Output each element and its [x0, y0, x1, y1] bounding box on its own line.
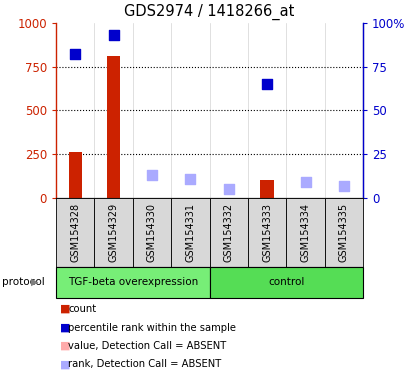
Text: control: control — [268, 277, 305, 287]
Point — [341, 182, 347, 189]
Text: ■: ■ — [60, 323, 71, 333]
Text: percentile rank within the sample: percentile rank within the sample — [68, 323, 237, 333]
Bar — [68, 152, 82, 198]
Point — [264, 81, 271, 87]
Bar — [325, 198, 363, 267]
Point — [187, 175, 194, 182]
Text: GSM154333: GSM154333 — [262, 203, 272, 262]
Text: count: count — [68, 304, 97, 314]
Text: ■: ■ — [60, 341, 71, 351]
Point — [149, 172, 155, 178]
Bar — [56, 267, 210, 298]
Text: ■: ■ — [60, 359, 71, 369]
Text: GSM154332: GSM154332 — [224, 203, 234, 262]
Bar — [286, 198, 325, 267]
Point — [302, 179, 309, 185]
Text: GSM154328: GSM154328 — [70, 203, 80, 262]
Text: protocol: protocol — [2, 277, 45, 287]
Text: GSM154329: GSM154329 — [109, 203, 119, 262]
Bar — [133, 198, 171, 267]
Text: GSM154335: GSM154335 — [339, 203, 349, 262]
Text: TGF-beta overexpression: TGF-beta overexpression — [68, 277, 198, 287]
Point — [72, 51, 78, 58]
Bar — [107, 56, 120, 198]
Text: ▶: ▶ — [31, 277, 39, 287]
Bar — [171, 198, 210, 267]
Title: GDS2974 / 1418266_at: GDS2974 / 1418266_at — [124, 4, 295, 20]
Text: GSM154331: GSM154331 — [186, 203, 195, 262]
Text: value, Detection Call = ABSENT: value, Detection Call = ABSENT — [68, 341, 227, 351]
Text: GSM154330: GSM154330 — [147, 203, 157, 262]
Bar — [261, 180, 274, 198]
Point — [225, 186, 232, 192]
Text: ■: ■ — [60, 304, 71, 314]
Bar — [248, 198, 286, 267]
Bar — [210, 267, 363, 298]
Bar — [56, 198, 95, 267]
Point — [110, 32, 117, 38]
Bar — [210, 198, 248, 267]
Bar — [95, 198, 133, 267]
Text: rank, Detection Call = ABSENT: rank, Detection Call = ABSENT — [68, 359, 222, 369]
Text: GSM154334: GSM154334 — [300, 203, 310, 262]
